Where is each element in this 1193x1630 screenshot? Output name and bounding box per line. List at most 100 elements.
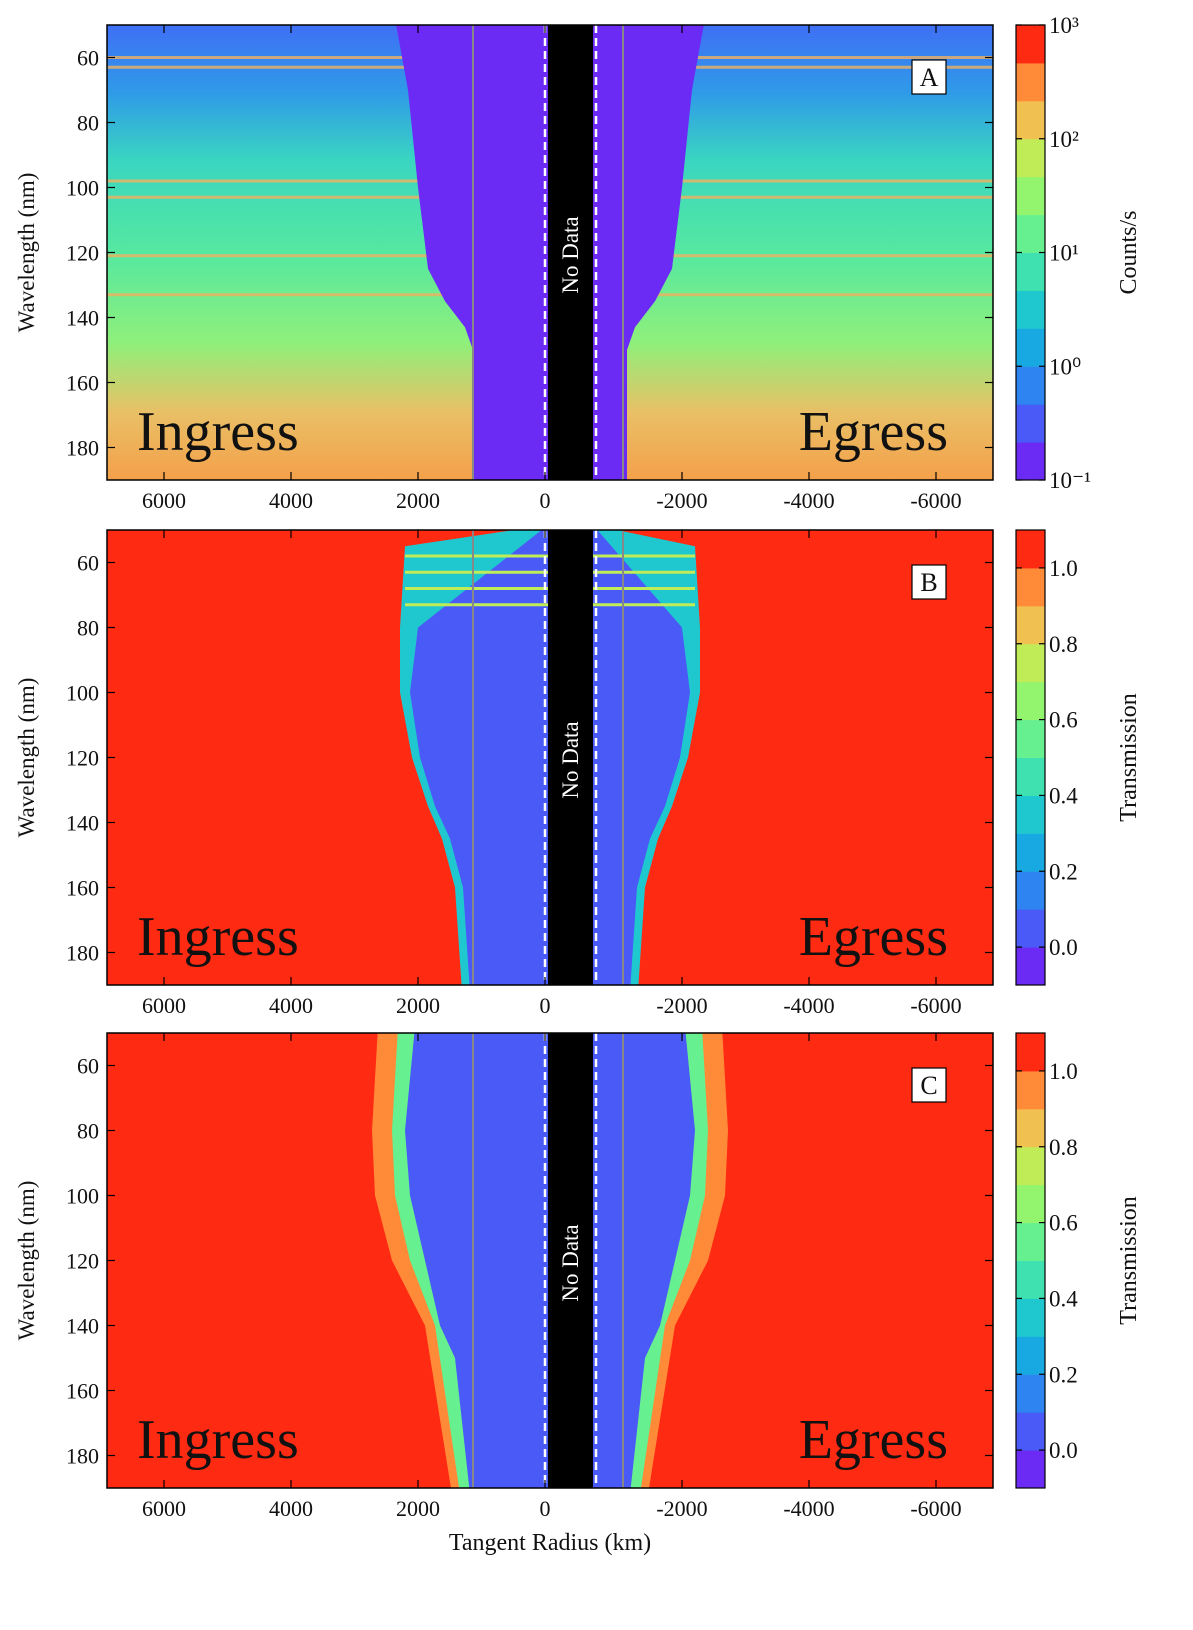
y-tick-label: 160 [66,1379,99,1404]
y-tick-label: 120 [66,1249,99,1274]
x-tick-label: -2000 [656,488,707,513]
annotation: Egress [799,401,948,463]
x-tick-label: 6000 [142,488,186,513]
x-tick-label: 2000 [396,1496,440,1521]
y-axis-label: Wavelength (nm) [14,173,39,333]
colorbar-segment [1016,1336,1045,1375]
colorbar-segment [1016,947,1045,986]
x-tick-label: 4000 [269,993,313,1018]
panel-label: C [920,1071,937,1100]
panel-label-box [911,1067,947,1103]
y-tick-label: 60 [77,46,99,71]
colorbar-segment [1016,643,1045,683]
x-tick-label: -4000 [783,1496,834,1521]
colorbar-tick-label: 0.0 [1049,1438,1078,1463]
x-tick-label: -6000 [910,488,961,513]
colorbar-label: Transmission [1116,693,1142,821]
colorbar-segment [1016,1260,1045,1299]
colorbar-segment [1016,1450,1045,1489]
y-tick-label: 140 [66,811,99,836]
y-tick-label: 120 [66,746,99,771]
panel-label-box [911,564,947,600]
x-tick-label: 6000 [142,993,186,1018]
colorbar-segment [1016,25,1045,64]
annotation: No Data [558,1224,583,1301]
colorbar-tick-label: 0.4 [1049,783,1078,808]
colorbar-frame [1015,529,1046,986]
colorbar-label: Transmission [1116,1196,1142,1324]
annotation: Egress [799,906,948,968]
x-tick-label: 0 [540,993,551,1018]
heatmap [107,1033,993,1488]
panel-label-box [911,59,947,95]
colorbar-segment [1016,567,1045,607]
y-tick-label: 80 [77,111,99,136]
y-tick-label: 80 [77,1119,99,1144]
x-tick-label: 4000 [269,488,313,513]
y-tick-label: 120 [66,241,99,266]
y-axis-label: Wavelength (nm) [14,1181,39,1341]
x-tick-label: 0 [540,488,551,513]
x-tick-label: 2000 [396,993,440,1018]
colorbar-label: Counts/s [1116,210,1142,294]
annotation: No Data [558,721,583,798]
x-tick-label: 4000 [269,1496,313,1521]
x-tick-label: 2000 [396,488,440,513]
colorbar-tick-label: 0.8 [1049,1135,1078,1160]
region [593,25,704,480]
panel-label: B [920,568,937,597]
y-tick-label: 180 [66,941,99,966]
region [593,1033,695,1488]
annotation: Ingress [137,906,299,968]
colorbar-tick-label: 0.2 [1049,859,1078,884]
colorbar-frame [1015,1032,1046,1489]
x-tick-label: -2000 [656,1496,707,1521]
x-tick-label: -4000 [783,993,834,1018]
no-data-band [548,530,593,985]
colorbar-segment [1016,1412,1045,1451]
colorbar-segment [1016,1374,1045,1413]
no-data-band [548,25,593,480]
y-tick-label: 100 [66,681,99,706]
colorbar-tick-label: 0.8 [1049,632,1078,657]
y-tick-label: 140 [66,1314,99,1339]
colorbar-tick-label: 1.0 [1049,556,1078,581]
x-tick-label: 6000 [142,1496,186,1521]
no-data-band [548,1033,593,1488]
region [410,530,548,985]
colorbar-segment [1016,1033,1045,1072]
colorbar-segment [1016,681,1045,721]
colorbar-tick-label: 10¹ [1049,241,1079,266]
colorbar-segment [1016,833,1045,872]
panel-label: A [920,63,939,92]
colorbar-segment [1016,1108,1045,1148]
annotation: Ingress [137,401,299,463]
colorbar-tick-label: 0.0 [1049,935,1078,960]
x-tick-label: -4000 [783,488,834,513]
colorbar-segment [1016,1298,1045,1337]
colorbar-tick-label: 0.4 [1049,1286,1078,1311]
x-tick-label: -6000 [910,993,961,1018]
y-tick-label: 60 [77,1054,99,1079]
y-tick-label: 80 [77,616,99,641]
colorbar-segment [1016,252,1045,291]
colorbar-tick-label: 10⁻¹ [1049,468,1091,493]
colorbar-segment [1016,214,1045,253]
colorbar-segment [1016,328,1045,367]
y-tick-label: 140 [66,306,99,331]
y-tick-label: 180 [66,436,99,461]
annotation: Egress [799,1409,948,1471]
colorbar-segment [1016,1222,1045,1261]
colorbar-tick-label: 0.2 [1049,1362,1078,1387]
x-tick-label: 0 [540,1496,551,1521]
y-axis-label: Wavelength (nm) [14,678,39,838]
y-tick-label: 100 [66,1184,99,1209]
colorbar-segment [1016,366,1045,405]
y-tick-label: 160 [66,876,99,901]
heatmap [107,25,993,480]
colorbar-segment [1016,138,1045,178]
colorbar-segment [1016,909,1045,948]
colorbar-tick-label: 1.0 [1049,1059,1078,1084]
y-tick-label: 180 [66,1444,99,1469]
